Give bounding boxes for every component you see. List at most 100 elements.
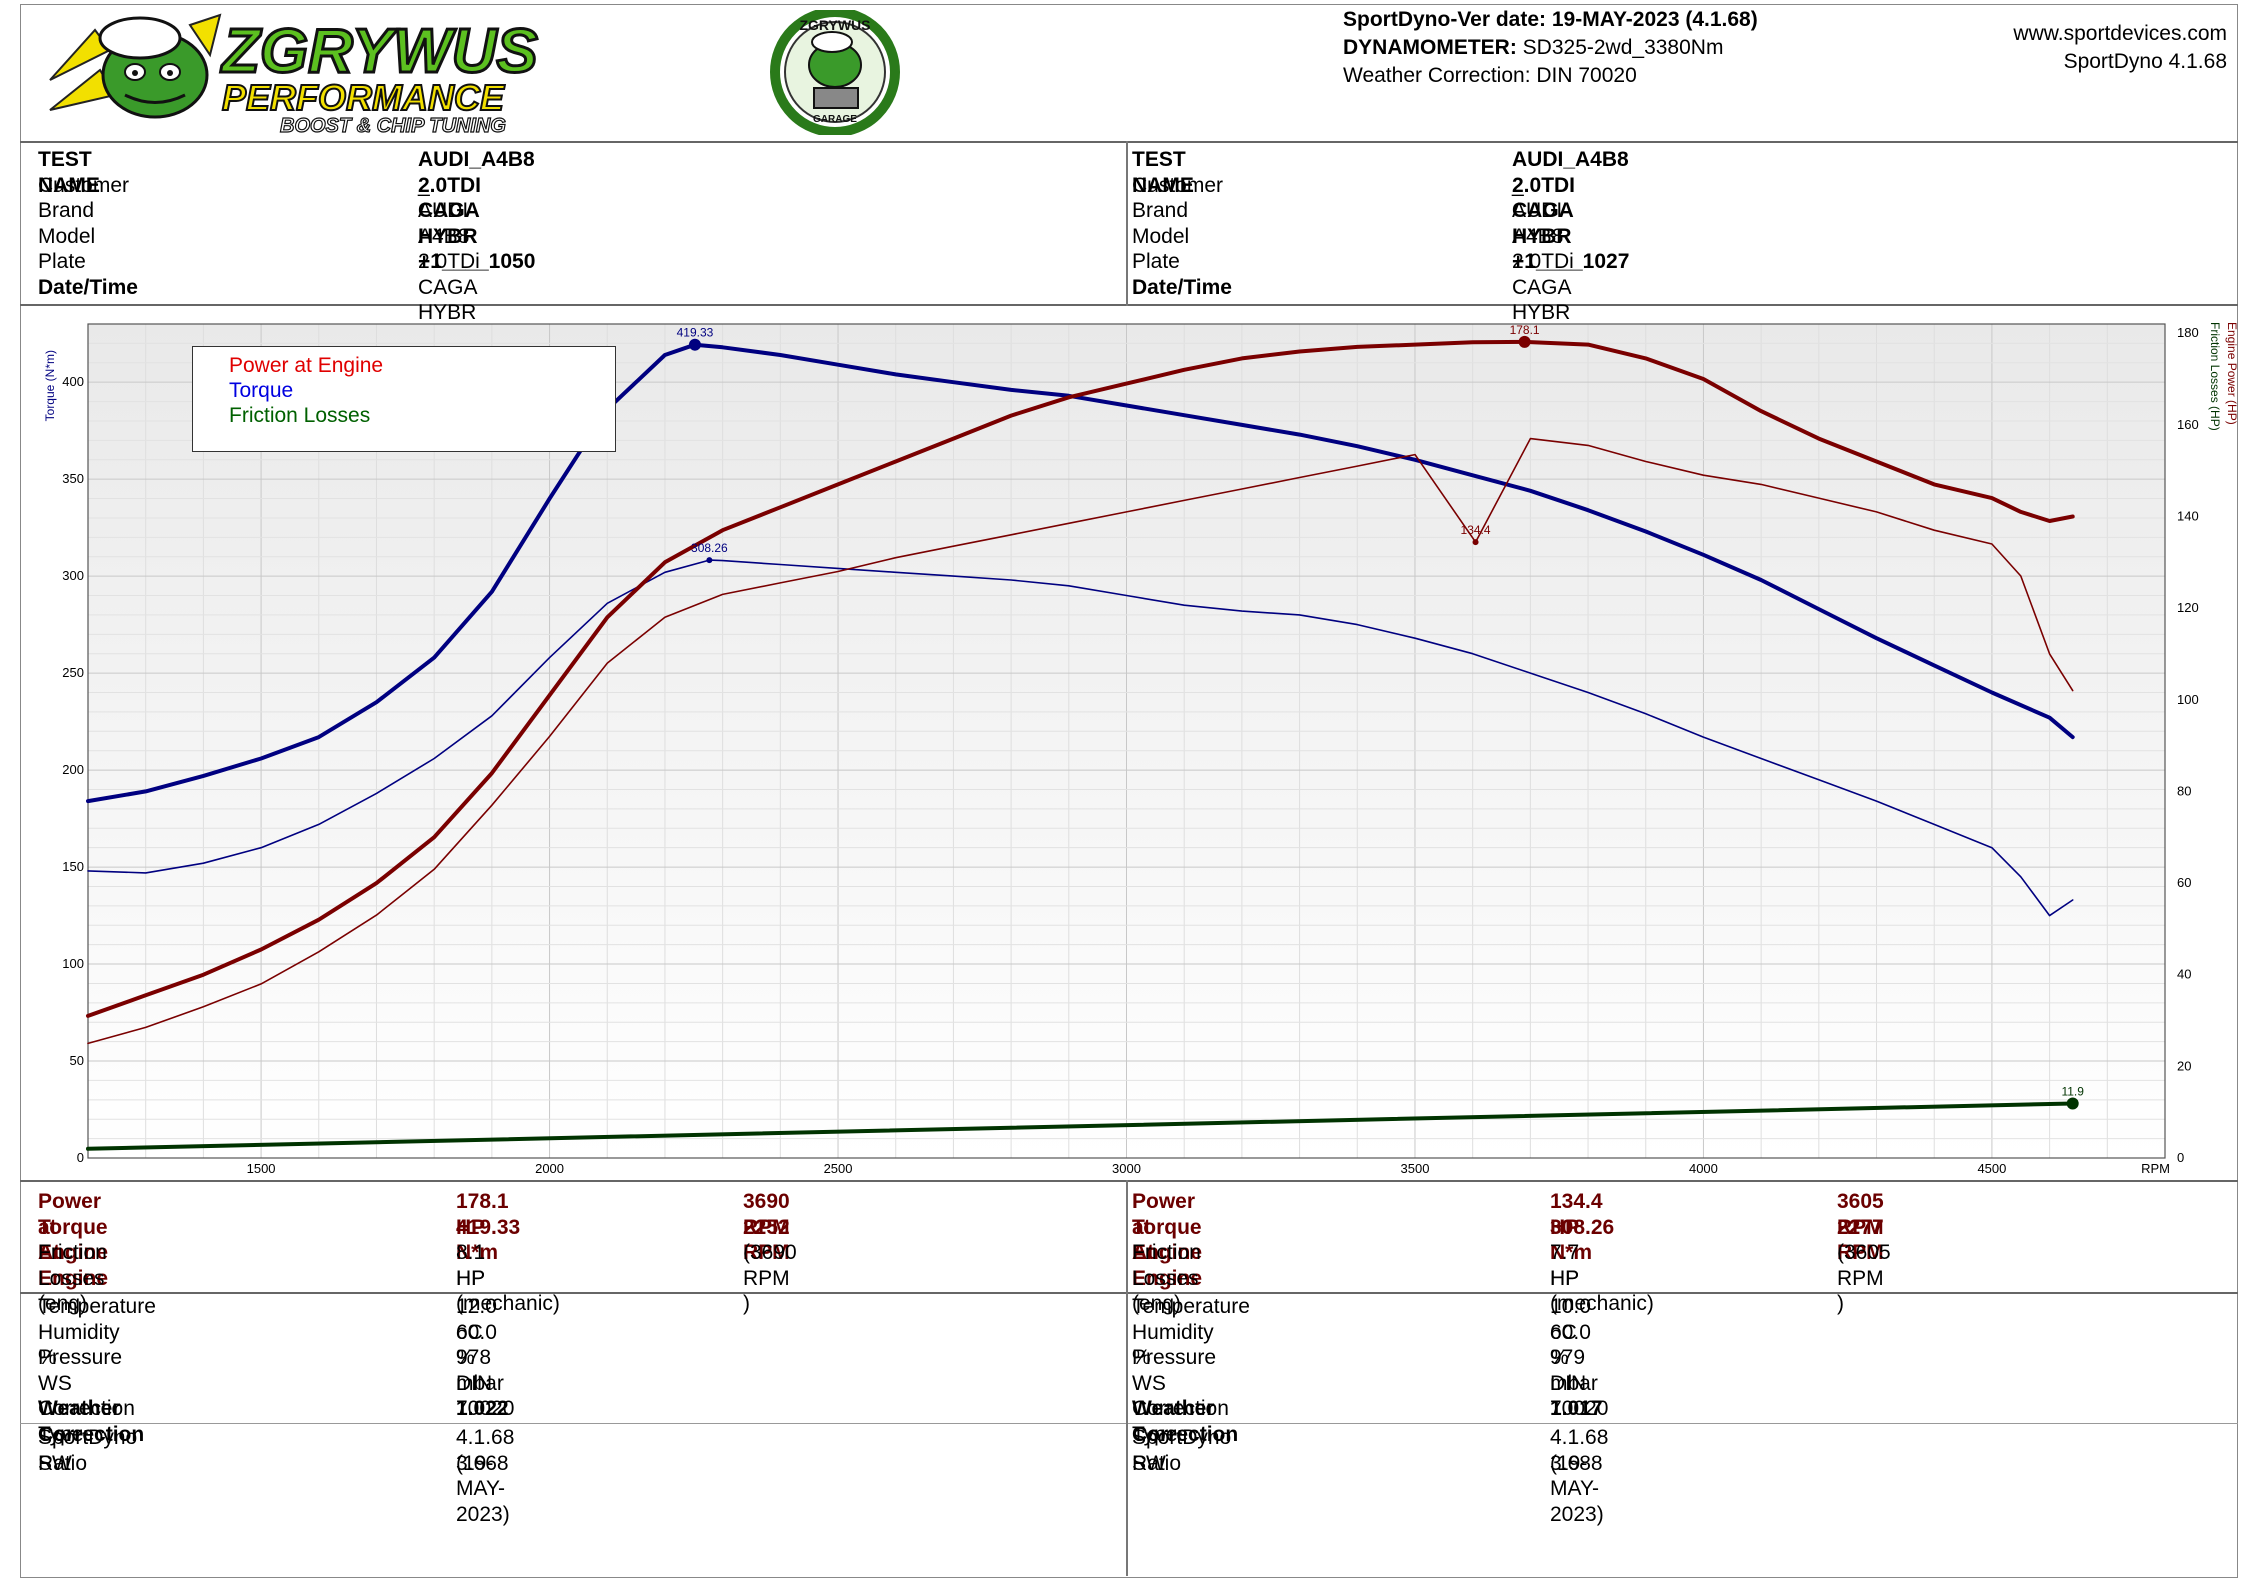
divider [20,304,2238,306]
plate-label: Plate [38,250,86,273]
sw-value: 4.1.68 (19-MAY-2023) [1550,1426,1609,1526]
y-left-tick-label: 350 [62,471,84,486]
customer-value: _ [418,173,430,197]
y-left-tick-label: 0 [77,1150,84,1165]
x-tick-label: 2500 [824,1161,853,1176]
plate-label: Plate [1132,250,1180,273]
peak-marker [1518,335,1531,348]
friction-rpm: (3605 RPM ) [1837,1241,1891,1315]
power-label: Power at Engine [1132,1190,1203,1264]
y-right-tick-label: 0 [2177,1150,2184,1165]
y-left-tick-label: 200 [62,762,84,777]
model-value: A4B8 2.0TDi CAGA HYBR +1 [418,224,480,350]
torque-label: Torque At Engine [1132,1215,1203,1290]
model-label: Model [38,224,96,248]
weather-correction-value: 1.017 [1550,1397,1603,1420]
temperature-value: 10.0 oC [1550,1295,1591,1344]
divider [20,1180,2238,1182]
power-rpm: 3690 RPM [743,1190,790,1239]
y-left-tick-label: 50 [70,1053,84,1068]
friction-unit: HP (mechanic) [456,1266,560,1316]
friction-lossesline-1050 [86,1101,2075,1151]
y-right-tick-label: 100 [2177,692,2199,707]
legend-item-power: Power at Engine [229,354,384,377]
y-axis-right-label-friction: Friction Losses (HP) [2208,322,2222,431]
x-axis-label: RPM [2141,1161,2170,1176]
dyno-label: DYNAMOMETER: [1343,36,1517,59]
y-right-tick-label: 180 [2177,325,2199,340]
y-right-tick-label: 80 [2177,783,2191,798]
version-date: SportDyno-Ver date: 19-MAY-2023 (4.1.68) [1343,8,1758,31]
x-tick-label: 4000 [1689,1161,1718,1176]
temperature-value: 12.0 oC [456,1295,497,1344]
peak-marker [2066,1097,2079,1110]
friction-label: Friction Losses (eng) [38,1241,107,1315]
peak-marker [706,557,713,564]
brand-logo: ZGRYWUS PERFORMANCE BOOST & CHIP TUNING [40,10,720,138]
divider [20,1292,2238,1294]
ws-correction-label: WS Correction Type [1132,1371,1229,1446]
x-tick-label: 3500 [1401,1161,1430,1176]
datetime-label: Date/Time [38,275,138,299]
series-group [86,339,2075,1151]
torque-rpm: 2277 RPM [1837,1215,1884,1265]
ws-correction-label: WS Correction Type [38,1371,135,1446]
y-left-tick-label: 300 [62,568,84,583]
divider [20,1423,2238,1424]
torque-value: 308.26 N*m [1550,1215,1615,1265]
peak-label: 134.4 [1461,523,1491,537]
test-name-value: AUDI_A4B8 2.0TDI CAGA HYBR +1____1027 [1512,148,1630,273]
brand-label: Brand [38,199,95,222]
peak-label: 11.9 [2061,1084,2084,1098]
peak-marker [688,338,701,351]
customer-label: Customer [38,173,130,197]
torqueline-1027 [87,559,2074,917]
humidity-value: 60.0 % [1550,1320,1591,1370]
friction-rpm: (3690 RPM ) [743,1241,797,1315]
y-axis-left-label: Torque (N*m) [43,350,57,421]
chart-legend: Power at Engine Torque Friction Losses [192,346,616,452]
ratio-value: 3.668 [456,1451,509,1475]
weather-correction-label: Weather Correction [38,1397,145,1446]
peak-label: 308.26 [691,541,728,555]
dyno-value: SD325-2wd_3380Nm [1522,36,1724,59]
pressure-value: 978 mbar [456,1346,504,1395]
friction-label: Friction Losses (eng) [1132,1241,1201,1315]
x-tick-label: 2000 [535,1161,564,1176]
pressure-label: Pressure [1132,1346,1217,1369]
plot-border [87,323,2166,1159]
torque-value: 419.33 N*m [456,1215,521,1265]
torque-rpm: 2252 RPM [743,1215,790,1265]
axes: 1500 2000 2500 3000 3500 4000 4500050100150200… [62,323,2199,1176]
temperature-label: Temperature [38,1295,156,1318]
website-link[interactable]: www.sportdevices.com [2013,22,2227,45]
customer-label: Customer [1132,173,1224,197]
brand-value: AUDI [418,199,469,222]
legend-item-friction: Friction Losses [229,404,371,427]
header-vendor: www.sportdevices.com SportDyno 4.1.68 [2013,20,2227,76]
x-tick-label: 4500 [1977,1161,2006,1176]
sw-value: 4.1.68 (19-MAY-2023) [456,1426,515,1526]
peak-marker [1472,539,1479,546]
peak-label: 419.33 [677,326,714,340]
y-right-tick-label: 40 [2177,967,2191,982]
badge-text: ZGRYWUS [799,17,870,33]
y-right-tick-label: 60 [2177,875,2191,890]
pressure-label: Pressure [38,1346,123,1369]
model-label: Model [1132,224,1190,248]
weather-correction-line: Weather Correction: DIN 70020 [1343,64,1637,87]
peak-label: 178.1 [1510,323,1540,337]
ratio-value: 3.688 [1550,1451,1603,1475]
ratio-label: Ratio [1132,1451,1182,1475]
sw-label: SportDyno SW [1132,1426,1232,1475]
dyno-chart: 1500 2000 2500 3000 3500 4000 4500050100150200… [43,322,2239,1176]
y-left-tick-label: 150 [62,859,84,874]
y-left-tick-label: 400 [62,374,84,389]
x-tick-label: 3000 [1112,1161,1141,1176]
column-divider [1126,141,1128,306]
ratio-label: Ratio [38,1451,88,1475]
y-axis-right-label-power: Engine Power (HP) [2225,322,2239,425]
humidity-label: Humidity % [1132,1320,1214,1370]
friction-unit: HP (mechanic) [1550,1266,1654,1316]
logo-subtitle: PERFORMANCE [222,77,505,118]
